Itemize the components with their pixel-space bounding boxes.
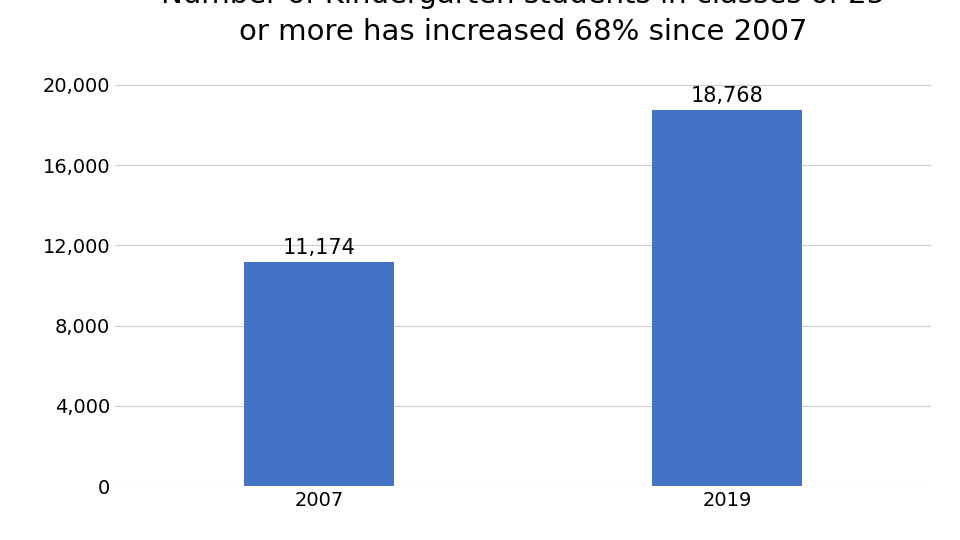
Bar [653, 110, 802, 486]
Text: 18,768: 18,768 [691, 86, 763, 106]
Title: Number of Kindergarten students in classes of 25
or more has increased 68% since: Number of Kindergarten students in class… [161, 0, 885, 46]
Text: 11,174: 11,174 [283, 238, 355, 258]
Bar [245, 262, 394, 486]
